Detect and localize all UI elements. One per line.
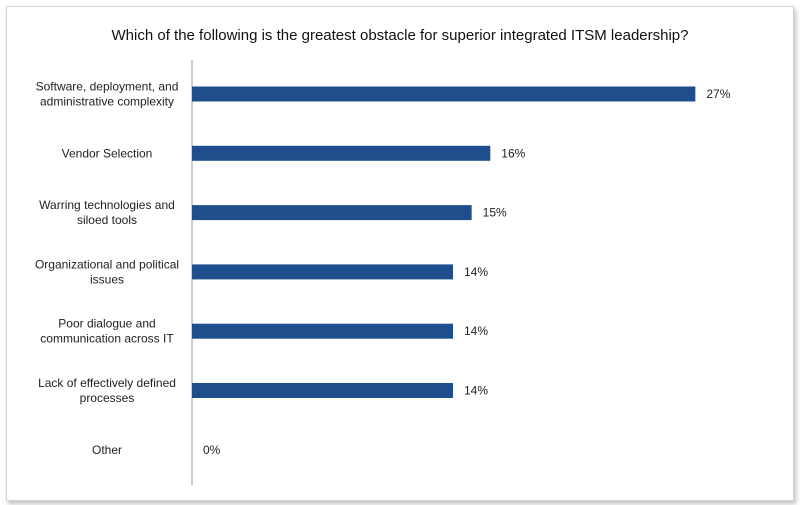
value-label: 14%: [464, 265, 488, 279]
bar: [192, 145, 491, 161]
bars-group: 27% Software, deployment, and administrati…: [35, 80, 731, 457]
category-label: Organizational and political issues: [35, 257, 179, 286]
bar: [192, 323, 453, 339]
chart-title: Which of the following is the greatest o…: [112, 27, 689, 44]
category-label: Vendor Selection: [62, 146, 153, 160]
value-label: 15%: [483, 206, 507, 220]
category-label: Lack of effectively defined processes: [38, 376, 176, 405]
bar: [192, 205, 472, 221]
category-label: Other: [92, 443, 122, 457]
value-label: 16%: [501, 146, 525, 160]
bar: [192, 383, 453, 398]
value-label: 27%: [706, 87, 730, 101]
bar: [192, 264, 453, 280]
category-label: Software, deployment, and administrative …: [36, 80, 179, 109]
category-label: Poor dialogue and communication across IT: [40, 317, 174, 346]
category-label: Warring technologies and siloed tools: [39, 198, 175, 227]
value-label: 0%: [203, 443, 221, 457]
value-label: 14%: [464, 324, 488, 338]
bar: [192, 86, 696, 102]
value-label: 14%: [464, 384, 488, 398]
